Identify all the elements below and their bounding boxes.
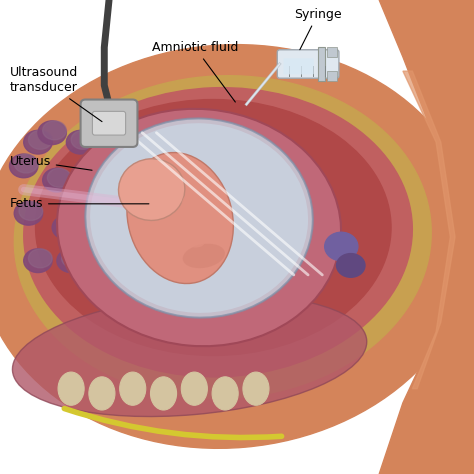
Ellipse shape xyxy=(43,168,71,192)
Ellipse shape xyxy=(14,76,431,398)
Ellipse shape xyxy=(182,185,217,213)
FancyArrowPatch shape xyxy=(64,409,282,438)
Text: Syringe: Syringe xyxy=(294,8,341,50)
Ellipse shape xyxy=(89,377,115,410)
Ellipse shape xyxy=(182,244,225,268)
Ellipse shape xyxy=(212,377,238,410)
Ellipse shape xyxy=(127,153,233,283)
Ellipse shape xyxy=(12,294,367,417)
Text: Ultrasound
transducer: Ultrasound transducer xyxy=(9,66,102,122)
Ellipse shape xyxy=(47,168,71,187)
Text: Amniotic fluid: Amniotic fluid xyxy=(152,41,238,102)
Bar xyxy=(318,47,325,81)
FancyBboxPatch shape xyxy=(283,58,314,74)
FancyBboxPatch shape xyxy=(277,50,339,78)
Ellipse shape xyxy=(71,130,95,149)
Ellipse shape xyxy=(43,121,66,140)
Ellipse shape xyxy=(90,123,308,313)
Ellipse shape xyxy=(58,372,84,405)
Ellipse shape xyxy=(325,232,358,261)
Bar xyxy=(327,71,337,81)
Polygon shape xyxy=(379,0,474,474)
Ellipse shape xyxy=(57,109,341,346)
Ellipse shape xyxy=(24,88,412,377)
Ellipse shape xyxy=(19,201,43,220)
FancyBboxPatch shape xyxy=(92,111,126,135)
Ellipse shape xyxy=(71,178,100,201)
Ellipse shape xyxy=(57,216,81,235)
Ellipse shape xyxy=(52,216,81,239)
Ellipse shape xyxy=(76,178,100,197)
Bar xyxy=(327,47,337,57)
Ellipse shape xyxy=(24,249,52,273)
Ellipse shape xyxy=(119,372,146,405)
Ellipse shape xyxy=(57,249,85,273)
Ellipse shape xyxy=(66,130,95,154)
Ellipse shape xyxy=(9,154,38,178)
Ellipse shape xyxy=(85,118,313,318)
Ellipse shape xyxy=(337,254,365,277)
Ellipse shape xyxy=(14,154,38,173)
Ellipse shape xyxy=(24,130,52,154)
Ellipse shape xyxy=(118,159,185,220)
Ellipse shape xyxy=(36,100,391,356)
Text: Fetus: Fetus xyxy=(9,197,149,210)
Ellipse shape xyxy=(28,130,52,149)
Ellipse shape xyxy=(14,201,43,225)
Ellipse shape xyxy=(62,249,85,268)
Ellipse shape xyxy=(0,45,474,448)
Ellipse shape xyxy=(173,227,206,247)
Polygon shape xyxy=(403,71,455,389)
Ellipse shape xyxy=(28,249,52,268)
Ellipse shape xyxy=(181,372,207,405)
Text: Uterus: Uterus xyxy=(9,155,92,170)
Ellipse shape xyxy=(243,372,269,405)
Ellipse shape xyxy=(38,121,66,145)
FancyBboxPatch shape xyxy=(81,100,137,147)
Ellipse shape xyxy=(151,377,176,410)
